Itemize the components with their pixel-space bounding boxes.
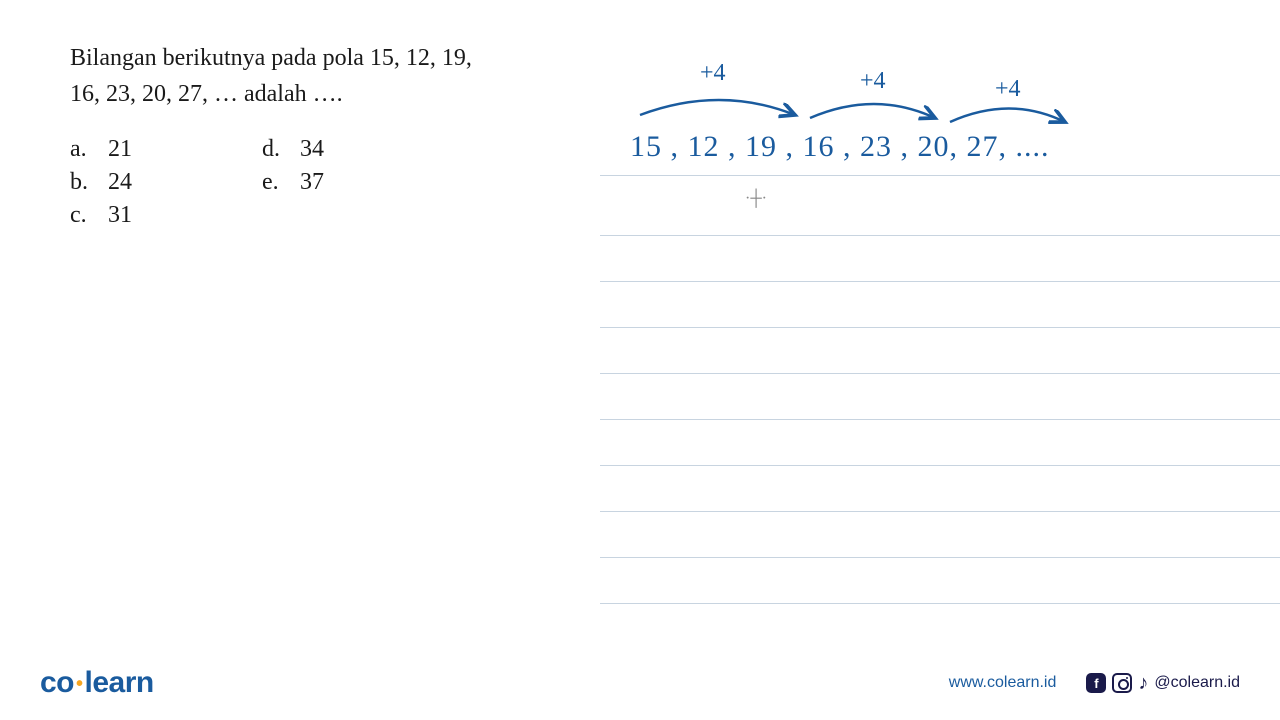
option-b: b. 24: [70, 169, 132, 196]
option-value-a: 21: [108, 136, 132, 163]
arc-label: +4: [860, 68, 886, 95]
option-e: e. 37: [262, 169, 324, 196]
options-col-right: d. 34 e. 37: [262, 136, 324, 229]
option-a: a. 21: [70, 136, 132, 163]
handwritten-sequence: 15 , 12 , 19 , 16 , 23 , 20, 27, ....: [630, 130, 1050, 164]
options-container: a. 21 b. 24 c. 31 d. 34 e. 37: [70, 136, 590, 229]
logo: co•learn: [40, 666, 154, 700]
tiktok-icon: ♪: [1138, 672, 1148, 695]
ruled-line: [600, 327, 1280, 328]
option-c: c. 31: [70, 202, 132, 229]
arc-path: [810, 104, 935, 118]
option-letter-e: e.: [262, 169, 282, 196]
question-area: Bilangan berikutnya pada pola 15, 12, 19…: [70, 40, 590, 229]
option-value-c: 31: [108, 202, 132, 229]
social-handle: @colearn.id: [1154, 674, 1240, 692]
ruled-line: [600, 373, 1280, 374]
footer-right: www.colearn.id f ♪ @colearn.id: [949, 672, 1240, 695]
ruled-line: [600, 175, 1280, 176]
ruled-line: [600, 557, 1280, 558]
option-value-d: 34: [300, 136, 324, 163]
logo-co: co: [40, 666, 74, 699]
option-value-b: 24: [108, 169, 132, 196]
website-url: www.colearn.id: [949, 674, 1057, 692]
ruled-line: [600, 603, 1280, 604]
facebook-icon: f: [1086, 673, 1106, 693]
social-icons: f ♪ @colearn.id: [1086, 672, 1240, 695]
logo-dot-icon: •: [76, 673, 83, 695]
option-letter-b: b.: [70, 169, 90, 196]
options-col-left: a. 21 b. 24 c. 31: [70, 136, 132, 229]
ruled-line: [600, 235, 1280, 236]
workspace: +4 +4 +4 15 , 12 , 19 , 16 , 23 , 20, 27, …: [600, 0, 1280, 720]
option-value-e: 37: [300, 169, 324, 196]
footer: co•learn www.colearn.id f ♪ @colearn.id: [0, 666, 1280, 700]
option-d: d. 34: [262, 136, 324, 163]
ruled-line: [600, 419, 1280, 420]
option-letter-a: a.: [70, 136, 90, 163]
ruled-line: [600, 281, 1280, 282]
ruled-line: [600, 511, 1280, 512]
question-line2: 16, 23, 20, 27, … adalah ….: [70, 81, 343, 107]
arc-label: +4: [700, 60, 726, 87]
ruled-line: [600, 465, 1280, 466]
question-text: Bilangan berikutnya pada pola 15, 12, 19…: [70, 40, 590, 112]
question-line1: Bilangan berikutnya pada pola 15, 12, 19…: [70, 45, 472, 71]
arc-path: [950, 109, 1065, 123]
arc-label: +4: [995, 76, 1021, 103]
logo-learn: learn: [85, 666, 154, 699]
cursor-mark: ·┼·: [745, 190, 767, 208]
option-letter-d: d.: [262, 136, 282, 163]
arc-svg: [600, 0, 1280, 200]
arc-path: [640, 100, 795, 115]
instagram-icon: [1112, 673, 1132, 693]
option-letter-c: c.: [70, 202, 90, 229]
